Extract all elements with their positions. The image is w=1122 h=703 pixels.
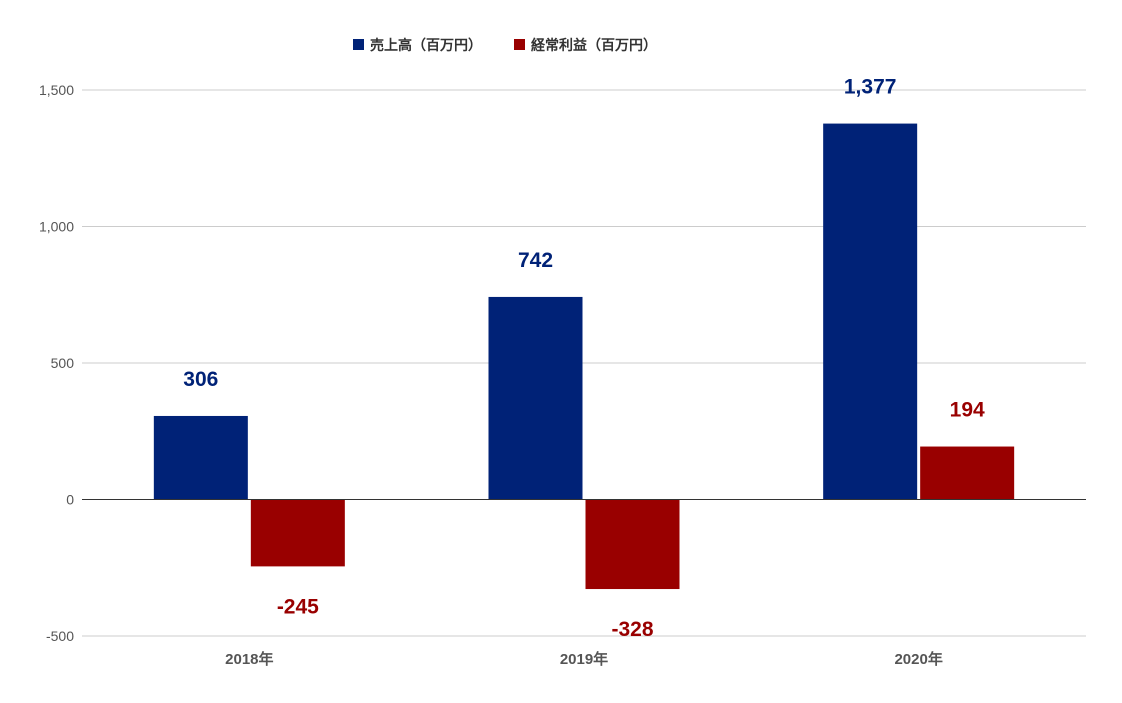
data-label-sales-1: 742 bbox=[518, 249, 553, 272]
legend-label-ordinary-profit: 経常利益（百万円） bbox=[531, 37, 657, 54]
bar-ordinary-profit-1 bbox=[585, 499, 680, 590]
bar-sales-1 bbox=[488, 296, 583, 500]
x-tick-label: 2020年 bbox=[894, 650, 942, 668]
x-axis-tick-labels: 2018年 2019年 2020年 bbox=[225, 650, 943, 668]
legend-label-sales: 売上高（百万円） bbox=[370, 37, 482, 54]
y-tick-label: 500 bbox=[51, 355, 75, 371]
y-tick-label: 0 bbox=[66, 492, 74, 508]
data-label-ordinary-profit-2: 194 bbox=[950, 399, 985, 422]
data-label-ordinary-profit-0: -245 bbox=[277, 595, 319, 618]
bar-sales-0 bbox=[153, 415, 248, 500]
data-label-ordinary-profit-1: -328 bbox=[611, 618, 653, 641]
y-axis-tick-labels: -500 0 500 1,000 1,500 bbox=[39, 82, 74, 644]
legend-swatch-ordinary-profit bbox=[514, 39, 525, 50]
data-labels: 306 -245 742 -328 1,377 194 bbox=[183, 76, 985, 641]
data-label-sales-2: 1,377 bbox=[844, 76, 897, 99]
x-tick-label: 2018年 bbox=[225, 650, 273, 668]
bar-sales-2 bbox=[823, 123, 918, 500]
data-label-sales-0: 306 bbox=[183, 368, 218, 391]
bar-ordinary-profit-2 bbox=[920, 446, 1015, 500]
bar-ordinary-profit-0 bbox=[250, 499, 345, 567]
legend-swatch-sales bbox=[353, 39, 364, 50]
bars bbox=[153, 123, 1015, 590]
y-tick-label: 1,000 bbox=[39, 219, 74, 235]
gridlines bbox=[82, 89, 1086, 637]
y-tick-label: 1,500 bbox=[39, 82, 74, 98]
x-tick-label: 2019年 bbox=[560, 650, 608, 668]
legend: 売上高（百万円） 経常利益（百万円） bbox=[353, 37, 657, 54]
y-tick-label: -500 bbox=[46, 628, 74, 644]
